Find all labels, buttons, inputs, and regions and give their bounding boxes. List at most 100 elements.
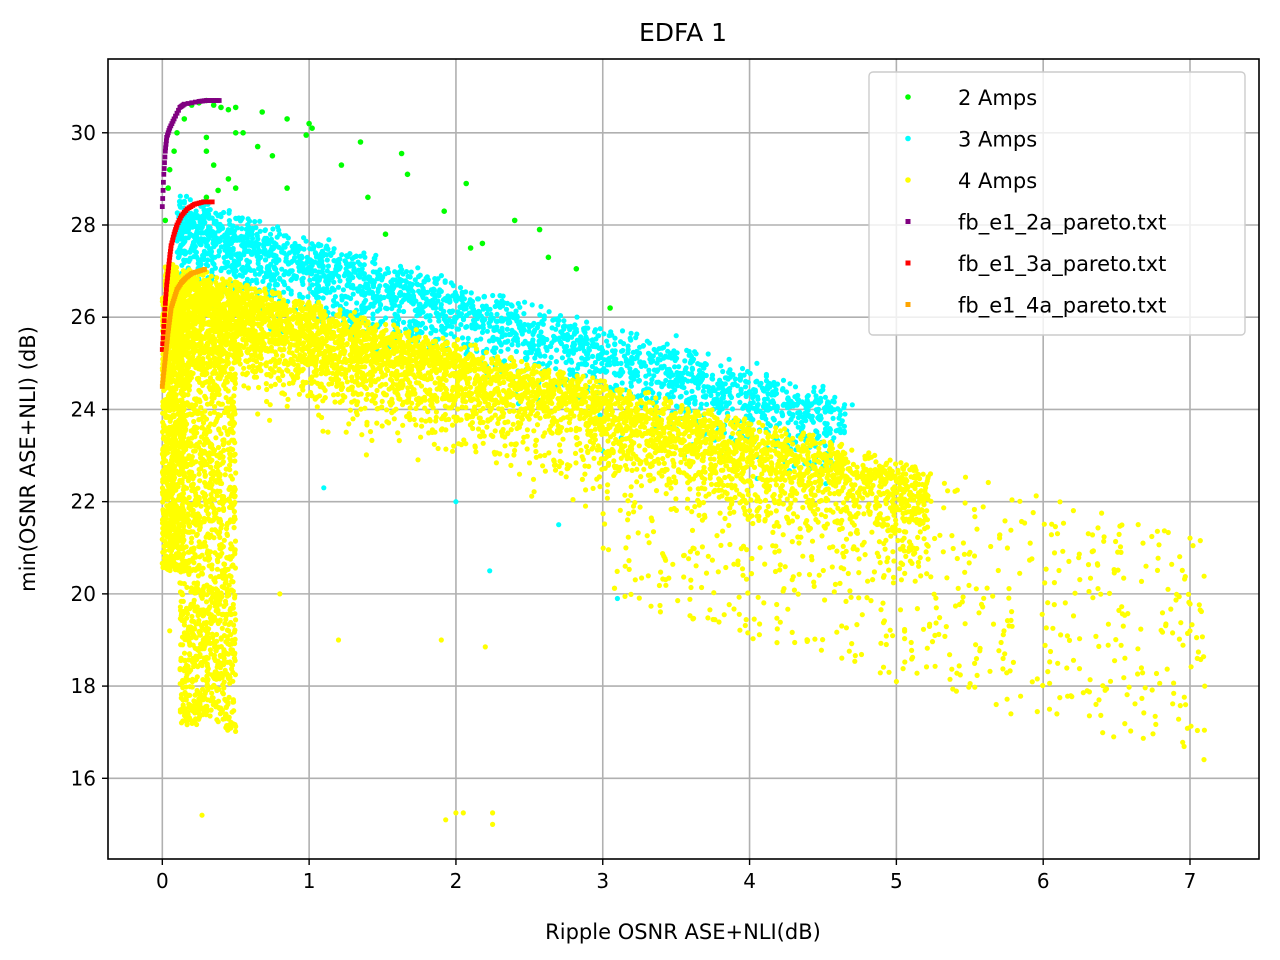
data-point-3-amps	[640, 361, 646, 367]
data-point-3-amps	[813, 407, 819, 413]
data-point-3-amps	[689, 365, 695, 371]
data-point-4-amps	[526, 460, 533, 466]
data-point-3-amps	[478, 313, 484, 319]
data-point-3-amps	[275, 224, 281, 230]
data-point-3-amps	[556, 335, 562, 341]
data-point-3-amps	[491, 345, 497, 351]
data-point-3-amps	[449, 309, 455, 315]
data-point-3-amps	[315, 278, 321, 284]
data-point-3-amps	[442, 279, 448, 285]
data-point-3-amps	[700, 394, 707, 400]
data-point-3-amps	[271, 258, 277, 264]
data-point-3-amps	[300, 275, 306, 281]
data-point-4-amps	[762, 497, 769, 503]
data-point-3-amps	[178, 236, 184, 242]
data-point-3-amps	[743, 393, 749, 400]
data-point-3-amps	[244, 227, 250, 233]
data-point-4-amps	[895, 537, 901, 544]
data-point-3-amps	[672, 355, 678, 361]
data-point-3-amps	[324, 257, 330, 263]
data-point-4-amps	[284, 367, 290, 373]
data-point-3-amps	[554, 347, 560, 353]
data-point-3-amps	[732, 381, 738, 387]
data-point-3-amps	[599, 360, 605, 367]
data-point-3-amps	[619, 380, 625, 386]
data-point-3-amps	[183, 229, 189, 235]
data-point-3-amps	[208, 251, 214, 257]
data-point-3-amps	[371, 255, 377, 261]
data-point-3-amps	[813, 428, 819, 434]
data-point-3-amps	[699, 375, 705, 381]
data-point-4-amps	[530, 476, 537, 482]
data-point-3-amps	[350, 291, 356, 297]
data-point-3-amps	[417, 272, 423, 278]
data-point-3-amps	[720, 368, 726, 375]
data-point-3-amps	[538, 329, 544, 335]
data-point-3-amps	[674, 383, 680, 389]
data-point-3-amps	[667, 379, 674, 385]
data-point-3-amps	[328, 252, 334, 258]
data-point-3-amps	[490, 292, 496, 299]
data-point-3-amps	[240, 264, 246, 270]
data-point-3-amps	[274, 270, 280, 276]
data-point-3-amps	[332, 294, 338, 300]
data-point-3-amps	[822, 394, 829, 400]
data-point-3-amps	[459, 335, 466, 341]
data-point-3-amps	[680, 370, 686, 376]
data-point-3-amps	[397, 289, 404, 295]
data-point-3-amps	[344, 260, 350, 266]
data-point-3-amps	[242, 246, 248, 252]
data-point-4-amps	[379, 423, 385, 429]
data-point-3-amps	[553, 359, 560, 365]
data-point-3-amps	[592, 329, 598, 335]
data-point-3-amps	[634, 369, 641, 375]
data-point-3-amps	[783, 389, 790, 395]
data-point-3-amps	[320, 295, 326, 301]
data-point-3-amps	[396, 308, 402, 314]
data-point-3-amps	[619, 328, 626, 334]
data-point-3-amps	[700, 388, 707, 394]
data-point-3-amps	[538, 303, 544, 310]
data-point-3-amps	[822, 404, 829, 411]
data-point-4-amps	[381, 328, 387, 335]
data-point-3-amps	[316, 243, 322, 249]
data-point-4-amps	[706, 491, 712, 497]
data-point-3-amps	[661, 344, 667, 350]
data-point-3-amps	[245, 216, 251, 222]
data-point-3-amps	[614, 595, 621, 602]
data-point-3-amps	[712, 388, 718, 394]
data-point-3-amps	[509, 303, 515, 309]
data-point-3-amps	[256, 271, 262, 277]
data-point-3-amps	[655, 379, 662, 385]
chart-title: EDFA 1	[639, 18, 727, 47]
data-point-4-amps	[800, 504, 806, 511]
data-point-3-amps	[607, 362, 613, 368]
data-point-3-amps	[318, 269, 324, 275]
data-point-3-amps	[561, 318, 567, 324]
data-point-3-amps	[662, 353, 669, 359]
data-point-3-amps	[466, 300, 472, 306]
data-point-3-amps	[455, 326, 462, 332]
data-point-3-amps	[431, 299, 437, 305]
data-point-4-amps	[779, 482, 786, 489]
data-point-3-amps	[347, 276, 353, 282]
data-point-3-amps	[706, 388, 712, 394]
data-point-4-amps	[856, 504, 862, 510]
data-point-3-amps	[456, 295, 462, 301]
data-point-3-amps	[780, 386, 786, 392]
data-point-4-amps	[359, 432, 365, 438]
data-point-3-amps	[494, 336, 500, 342]
data-point-3-amps	[532, 355, 538, 361]
data-point-3-amps	[714, 401, 720, 407]
data-point-3-amps	[337, 278, 343, 284]
data-point-3-amps	[435, 313, 441, 320]
data-point-3-amps	[401, 319, 407, 325]
data-point-3-amps	[463, 324, 469, 330]
data-point-3-amps	[519, 327, 525, 333]
data-point-3-amps	[292, 255, 298, 261]
data-point-3-amps	[431, 292, 437, 298]
data-point-3-amps	[322, 251, 328, 258]
data-point-3-amps	[207, 214, 213, 220]
data-point-3-amps	[481, 294, 487, 300]
data-point-4-amps	[383, 321, 389, 328]
